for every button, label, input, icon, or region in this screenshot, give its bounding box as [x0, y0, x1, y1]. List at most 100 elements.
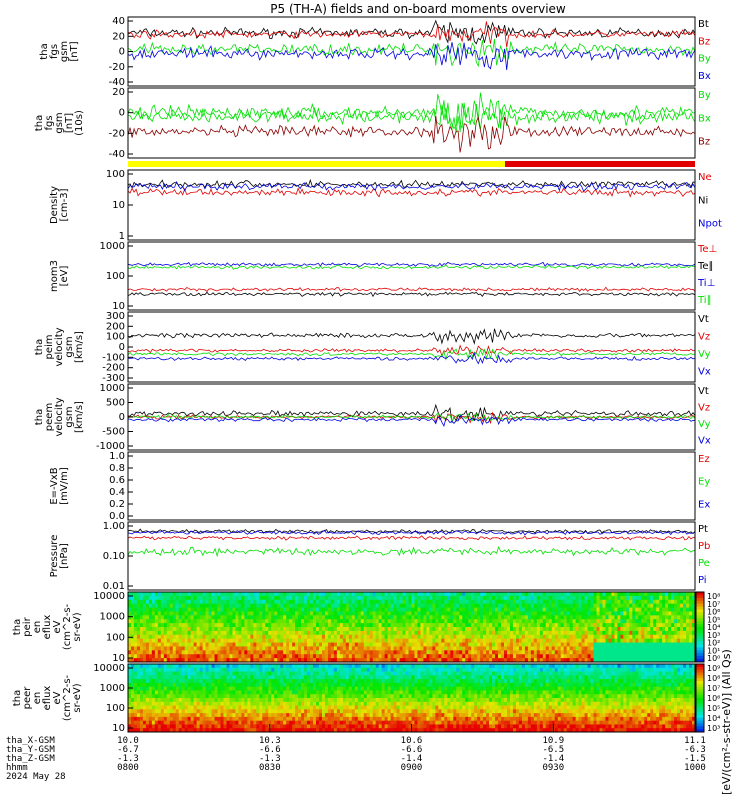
heatmap-cell: [492, 638, 496, 643]
heatmap-cell: [318, 671, 323, 676]
heatmap-cell: [459, 619, 463, 624]
heatmap-cell: [339, 716, 344, 722]
heatmap-cell: [292, 705, 296, 710]
heatmap-cell: [372, 642, 377, 647]
heatmap-cell: [313, 595, 317, 601]
heatmap-cell: [298, 664, 302, 669]
heatmap-cell: [181, 595, 186, 601]
heatmap-cell: [474, 654, 478, 659]
heatmap-cell: [521, 615, 526, 620]
heatmap-cell: [408, 638, 412, 643]
heatmap-cell: [220, 658, 224, 663]
heatmap-cell: [575, 592, 580, 597]
heatmap-cell: [677, 595, 681, 601]
heatmap-cell: [163, 615, 168, 620]
heatmap-cell: [680, 611, 684, 616]
heatmap-cell: [184, 671, 189, 676]
heatmap-cell: [130, 716, 135, 722]
heatmap-cell: [629, 619, 633, 624]
heatmap-cell: [244, 634, 248, 640]
heatmap-cell: [253, 607, 257, 612]
heatmap-cell: [474, 592, 478, 597]
heatmap-cell: [438, 654, 442, 659]
heatmap-cell: [342, 634, 347, 640]
heatmap-cell: [608, 619, 612, 624]
heatmap-cell: [304, 694, 308, 699]
heatmap-cell: [187, 603, 192, 608]
heatmap-cell: [205, 592, 209, 597]
heatmap-cell: [286, 720, 290, 725]
heatmap-cell: [554, 642, 559, 647]
heatmap-cell: [345, 701, 350, 706]
heatmap-cell: [617, 595, 621, 601]
heatmap-cell: [244, 619, 248, 624]
heatmap-cell: [166, 724, 171, 729]
heatmap-cell: [572, 592, 577, 597]
heatmap-cell: [238, 713, 242, 718]
heatmap-cell: [259, 724, 263, 729]
heatmap-cell: [524, 623, 529, 628]
heatmap-cell: [402, 607, 406, 612]
heatmap-cell: [483, 607, 487, 612]
heatmap-cell: [259, 667, 263, 672]
heatmap-cell: [310, 686, 314, 691]
heatmap-cell: [313, 658, 317, 663]
heatmap-cell: [629, 607, 633, 612]
heatmap-cell: [196, 607, 201, 612]
heatmap-cell: [193, 623, 198, 628]
y-axis-label-line: peem: [44, 403, 55, 431]
heatmap-cell: [128, 595, 132, 601]
heatmap-cell: [128, 690, 132, 695]
heatmap-cell: [130, 682, 135, 688]
heatmap-cell: [280, 667, 284, 672]
heatmap-cell: [330, 664, 335, 669]
heatmap-cell: [441, 615, 445, 620]
heatmap-cell: [360, 595, 365, 601]
heatmap-cell: [348, 679, 353, 684]
heatmap-cell: [148, 671, 153, 676]
heatmap-cell: [447, 607, 451, 612]
heatmap-cell: [417, 646, 421, 651]
y-axis-label-line: peir: [22, 616, 33, 636]
heatmap-cell: [330, 642, 335, 647]
heatmap-cell: [283, 675, 287, 680]
heatmap-cell: [202, 642, 206, 647]
heatmap-cell: [316, 682, 320, 688]
heatmap-cell: [515, 658, 520, 663]
heatmap-cell: [163, 654, 168, 659]
heatmap-cell: [342, 611, 347, 616]
heatmap-cell: [489, 611, 493, 616]
heatmap-cell: [635, 642, 639, 647]
heatmap-cell: [128, 654, 132, 659]
heatmap-cell: [217, 623, 221, 628]
heatmap-cell: [384, 599, 389, 605]
heatmap-cell: [130, 642, 135, 647]
heatmap-cell: [372, 634, 377, 640]
heatmap-cell: [432, 634, 436, 640]
heatmap-cell: [136, 690, 141, 695]
heatmap-cell: [253, 686, 257, 691]
heatmap-cell: [483, 599, 487, 605]
heatmap-cell: [316, 675, 320, 680]
heatmap-cell: [321, 682, 326, 688]
series-line-3-3: [127, 180, 696, 192]
heatmap-cell: [226, 713, 230, 718]
heatmap-cell: [671, 623, 675, 628]
heatmap-cell: [133, 638, 138, 643]
heatmap-cell: [199, 623, 203, 628]
heatmap-cell: [357, 599, 362, 605]
heatmap-cell: [151, 709, 156, 714]
heatmap-cell: [139, 654, 144, 659]
heatmap-cell: [214, 638, 218, 643]
heatmap-cell: [453, 611, 457, 616]
heatmap-cell: [605, 611, 609, 616]
heatmap-cell: [128, 713, 132, 718]
heatmap-cell: [205, 694, 209, 699]
panel-frame: [127, 241, 696, 311]
heatmap-cell: [205, 627, 209, 632]
heatmap-cell: [659, 623, 663, 628]
heatmap-cell: [247, 664, 251, 669]
heatmap-cell: [307, 682, 311, 688]
legend-entry: By: [698, 90, 711, 101]
heatmap-cell: [256, 595, 260, 601]
